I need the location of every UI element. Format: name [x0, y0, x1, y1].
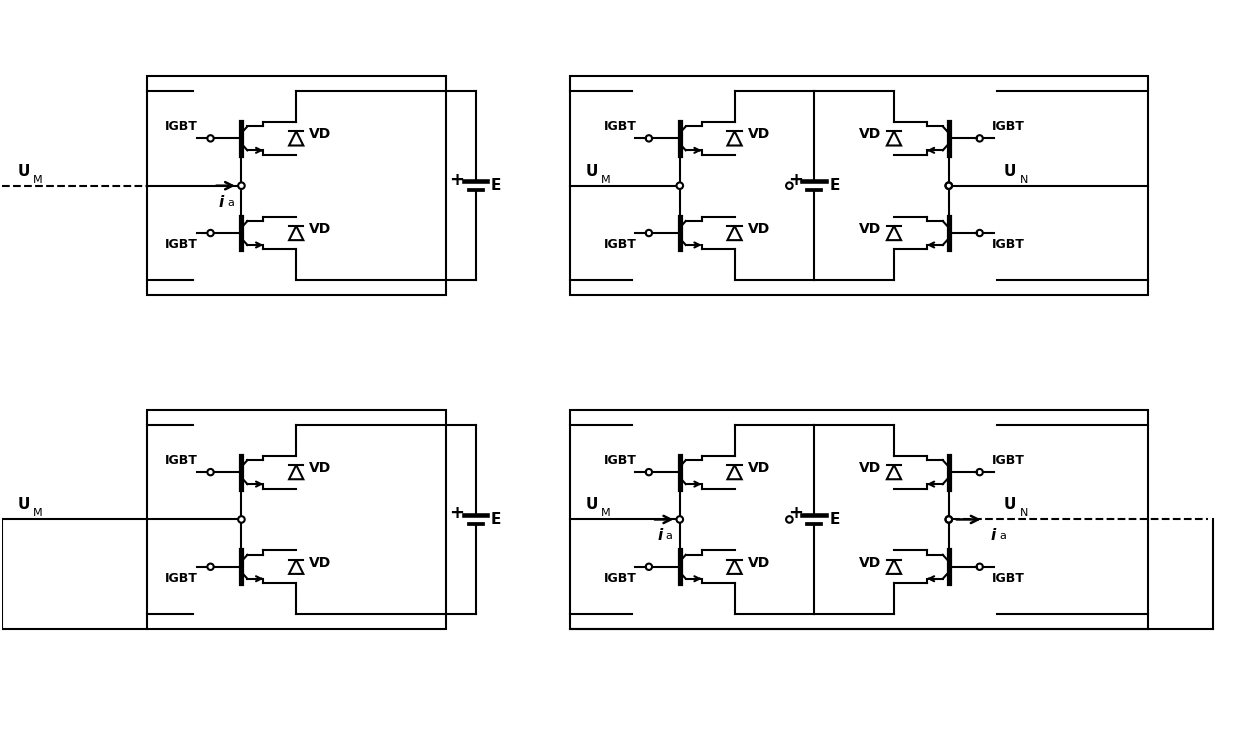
Text: E: E: [830, 512, 839, 527]
Text: IGBT: IGBT: [165, 238, 198, 251]
Text: VD: VD: [859, 222, 882, 236]
Text: U: U: [1003, 498, 1016, 513]
Text: U: U: [17, 498, 30, 513]
Text: VD: VD: [748, 222, 770, 236]
Bar: [570, 410, 1148, 629]
Text: i: i: [219, 194, 224, 209]
Text: E: E: [830, 178, 839, 193]
Text: VD: VD: [748, 127, 770, 142]
Text: +: +: [787, 504, 802, 522]
Text: IGBT: IGBT: [604, 238, 636, 251]
Text: M: M: [601, 175, 610, 185]
Text: a: a: [227, 197, 234, 208]
Text: VD: VD: [859, 127, 882, 142]
Text: VD: VD: [309, 222, 331, 236]
Text: +: +: [449, 171, 464, 188]
Text: VD: VD: [859, 556, 882, 570]
Text: VD: VD: [748, 461, 770, 475]
Text: VD: VD: [309, 556, 331, 570]
Text: i: i: [991, 528, 996, 543]
Text: VD: VD: [309, 461, 331, 475]
Text: U: U: [585, 164, 598, 179]
Text: E: E: [491, 512, 501, 527]
Text: M: M: [601, 508, 610, 519]
Text: N: N: [1019, 175, 1028, 185]
Text: U: U: [1003, 164, 1016, 179]
Bar: [146, 76, 445, 295]
Text: IGBT: IGBT: [165, 571, 198, 585]
Text: IGBT: IGBT: [165, 121, 198, 133]
Text: IGBT: IGBT: [992, 238, 1025, 251]
Text: IGBT: IGBT: [604, 454, 636, 467]
Text: VD: VD: [309, 127, 331, 142]
Text: M: M: [33, 175, 43, 185]
Text: IGBT: IGBT: [992, 121, 1025, 133]
Text: VD: VD: [859, 461, 882, 475]
Text: i: i: [657, 528, 662, 543]
Text: M: M: [33, 508, 43, 519]
Text: E: E: [491, 178, 501, 193]
Text: a: a: [666, 531, 673, 542]
Text: a: a: [999, 531, 1007, 542]
Text: VD: VD: [748, 556, 770, 570]
Bar: [146, 410, 445, 629]
Bar: [570, 76, 1148, 295]
Text: +: +: [449, 504, 464, 522]
Text: IGBT: IGBT: [992, 454, 1025, 467]
Text: N: N: [1019, 508, 1028, 519]
Text: U: U: [17, 164, 30, 179]
Text: U: U: [585, 498, 598, 513]
Text: IGBT: IGBT: [992, 571, 1025, 585]
Text: IGBT: IGBT: [604, 571, 636, 585]
Text: +: +: [787, 171, 802, 188]
Text: IGBT: IGBT: [604, 121, 636, 133]
Text: IGBT: IGBT: [165, 454, 198, 467]
